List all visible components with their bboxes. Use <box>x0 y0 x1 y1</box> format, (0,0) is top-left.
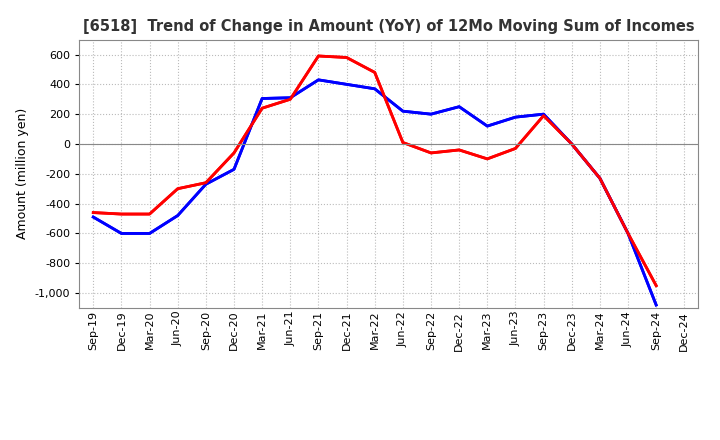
Title: [6518]  Trend of Change in Amount (YoY) of 12Mo Moving Sum of Incomes: [6518] Trend of Change in Amount (YoY) o… <box>83 19 695 34</box>
Net Income <box>624 231 632 236</box>
Y-axis label: Amount (million yen): Amount (million yen) <box>16 108 29 239</box>
Line: Net Income: Net Income <box>94 56 656 286</box>
Net Income <box>258 106 266 111</box>
Ordinary Income <box>483 124 492 129</box>
Ordinary Income <box>145 231 154 236</box>
Ordinary Income <box>511 114 520 120</box>
Net Income <box>427 150 436 156</box>
Net Income <box>117 211 126 216</box>
Net Income <box>652 283 660 288</box>
Net Income <box>230 150 238 156</box>
Ordinary Income <box>314 77 323 82</box>
Ordinary Income <box>539 111 548 117</box>
Net Income <box>202 180 210 185</box>
Ordinary Income <box>202 182 210 187</box>
Net Income <box>89 210 98 215</box>
Ordinary Income <box>567 141 576 147</box>
Net Income <box>145 211 154 216</box>
Line: Ordinary Income: Ordinary Income <box>94 80 656 305</box>
Ordinary Income <box>230 167 238 172</box>
Net Income <box>174 186 182 191</box>
Ordinary Income <box>455 104 464 109</box>
Net Income <box>314 53 323 59</box>
Ordinary Income <box>286 95 294 100</box>
Net Income <box>567 141 576 147</box>
Ordinary Income <box>370 86 379 92</box>
Net Income <box>342 55 351 60</box>
Net Income <box>399 140 408 145</box>
Ordinary Income <box>89 214 98 220</box>
Net Income <box>286 97 294 102</box>
Net Income <box>370 70 379 75</box>
Net Income <box>511 146 520 151</box>
Net Income <box>595 176 604 181</box>
Net Income <box>483 156 492 161</box>
Ordinary Income <box>258 96 266 101</box>
Ordinary Income <box>342 82 351 87</box>
Ordinary Income <box>427 111 436 117</box>
Ordinary Income <box>399 109 408 114</box>
Net Income <box>455 147 464 153</box>
Ordinary Income <box>624 231 632 236</box>
Ordinary Income <box>652 302 660 308</box>
Ordinary Income <box>174 213 182 218</box>
Ordinary Income <box>117 231 126 236</box>
Net Income <box>539 113 548 118</box>
Ordinary Income <box>595 176 604 181</box>
